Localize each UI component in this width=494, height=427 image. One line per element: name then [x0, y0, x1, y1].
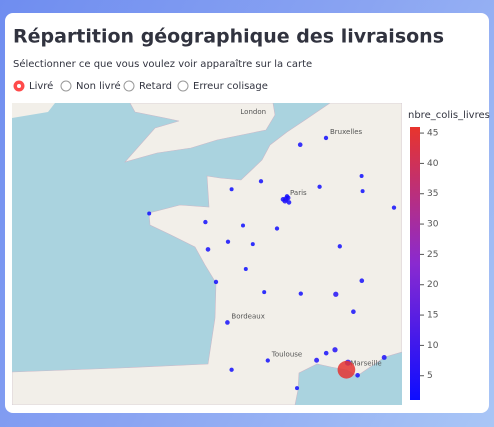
delivery-point[interactable] — [241, 223, 245, 228]
colorbar-tick-label: 25 — [427, 250, 438, 260]
delivery-point[interactable] — [359, 174, 364, 179]
delivery-point[interactable] — [323, 350, 329, 356]
delivery-point[interactable] — [229, 367, 234, 372]
radio-option[interactable]: Livré — [13, 80, 53, 92]
delivery-point[interactable] — [262, 290, 267, 295]
delivery-point[interactable] — [250, 242, 255, 247]
map-label: Bruxelles — [330, 128, 363, 136]
radio-option[interactable]: Non livré — [60, 80, 121, 92]
delivery-point[interactable] — [360, 189, 365, 194]
delivery-point[interactable] — [213, 279, 219, 285]
radio-label[interactable]: Non livré — [76, 80, 121, 92]
colorbar-tick-label: 30 — [427, 220, 439, 230]
delivery-point[interactable] — [314, 357, 320, 363]
colorbar-tick-label: 10 — [427, 341, 439, 351]
delivery-point[interactable] — [284, 194, 290, 199]
delivery-point[interactable] — [355, 372, 360, 378]
delivery-point[interactable] — [298, 291, 303, 296]
colorbar-tick-label: 20 — [427, 280, 439, 290]
delivery-point[interactable] — [280, 197, 286, 202]
radio-button[interactable] — [177, 80, 189, 92]
delivery-point[interactable] — [391, 205, 397, 210]
title: Répartition géographique des livraisons — [13, 26, 444, 48]
delivery-point[interactable] — [258, 179, 264, 184]
colorbar-tick-label: 40 — [427, 159, 439, 169]
delivery-point[interactable] — [243, 267, 248, 272]
colorbar-ticks: 5 10 15 20 25 30 35 40 45 — [420, 129, 439, 381]
map-labels: London Paris Bordeaux Toulouse Marseille Brux… — [231, 108, 381, 368]
delivery-point[interactable] — [332, 347, 338, 353]
colorbar-tick-label: 35 — [427, 189, 438, 199]
colorbar-tick-label: 5 — [427, 371, 433, 381]
delivery-point[interactable] — [203, 219, 208, 225]
radio-label[interactable]: Erreur colisage — [193, 81, 268, 92]
colorbar-title: nbre_colis_livres — [408, 110, 490, 121]
radio-option[interactable]: Retard — [123, 80, 172, 92]
map-label: London — [240, 108, 266, 116]
delivery-point[interactable] — [286, 200, 292, 205]
subtitle: Sélectionner ce que vous voulez voir app… — [13, 58, 312, 70]
delivery-point[interactable] — [147, 211, 152, 216]
map-label: Bordeaux — [231, 312, 264, 320]
colorbar-tick-label: 45 — [427, 129, 438, 139]
delivery-point[interactable] — [295, 386, 299, 391]
radio-button[interactable] — [60, 80, 72, 92]
delivery-point[interactable] — [274, 226, 280, 231]
delivery-point[interactable] — [333, 291, 339, 297]
land-ireland — [12, 103, 55, 118]
delivery-point[interactable] — [337, 244, 342, 249]
radio-option[interactable]: Erreur colisage — [177, 80, 268, 92]
radio-group: Livré Non livré Retard Erreur colisage — [13, 80, 268, 92]
delivery-point[interactable] — [225, 239, 231, 244]
delivery-point[interactable] — [337, 360, 356, 379]
delivery-point[interactable] — [297, 142, 303, 148]
map-label: Paris — [290, 189, 307, 197]
colorbar-tick-label: 15 — [427, 311, 438, 321]
radio-label[interactable]: Livré — [29, 80, 53, 92]
delivery-point[interactable] — [381, 354, 387, 360]
radio-label[interactable]: Retard — [139, 81, 172, 92]
colorbar — [410, 127, 420, 400]
map: London Paris Bordeaux Toulouse Marseille Brux… — [12, 103, 402, 405]
radio-button[interactable] — [123, 80, 135, 92]
delivery-point[interactable] — [351, 309, 356, 315]
points — [147, 135, 397, 391]
delivery-point[interactable] — [265, 358, 270, 363]
delivery-point[interactable] — [359, 278, 365, 284]
delivery-point[interactable] — [225, 320, 230, 325]
map-label: Toulouse — [271, 351, 302, 359]
delivery-point[interactable] — [317, 184, 322, 189]
land-britain — [124, 103, 276, 163]
delivery-point[interactable] — [229, 187, 234, 192]
delivery-point[interactable] — [205, 247, 211, 252]
radio-dot — [17, 84, 21, 88]
map-label: Marseille — [350, 360, 381, 368]
delivery-point[interactable] — [323, 135, 329, 141]
